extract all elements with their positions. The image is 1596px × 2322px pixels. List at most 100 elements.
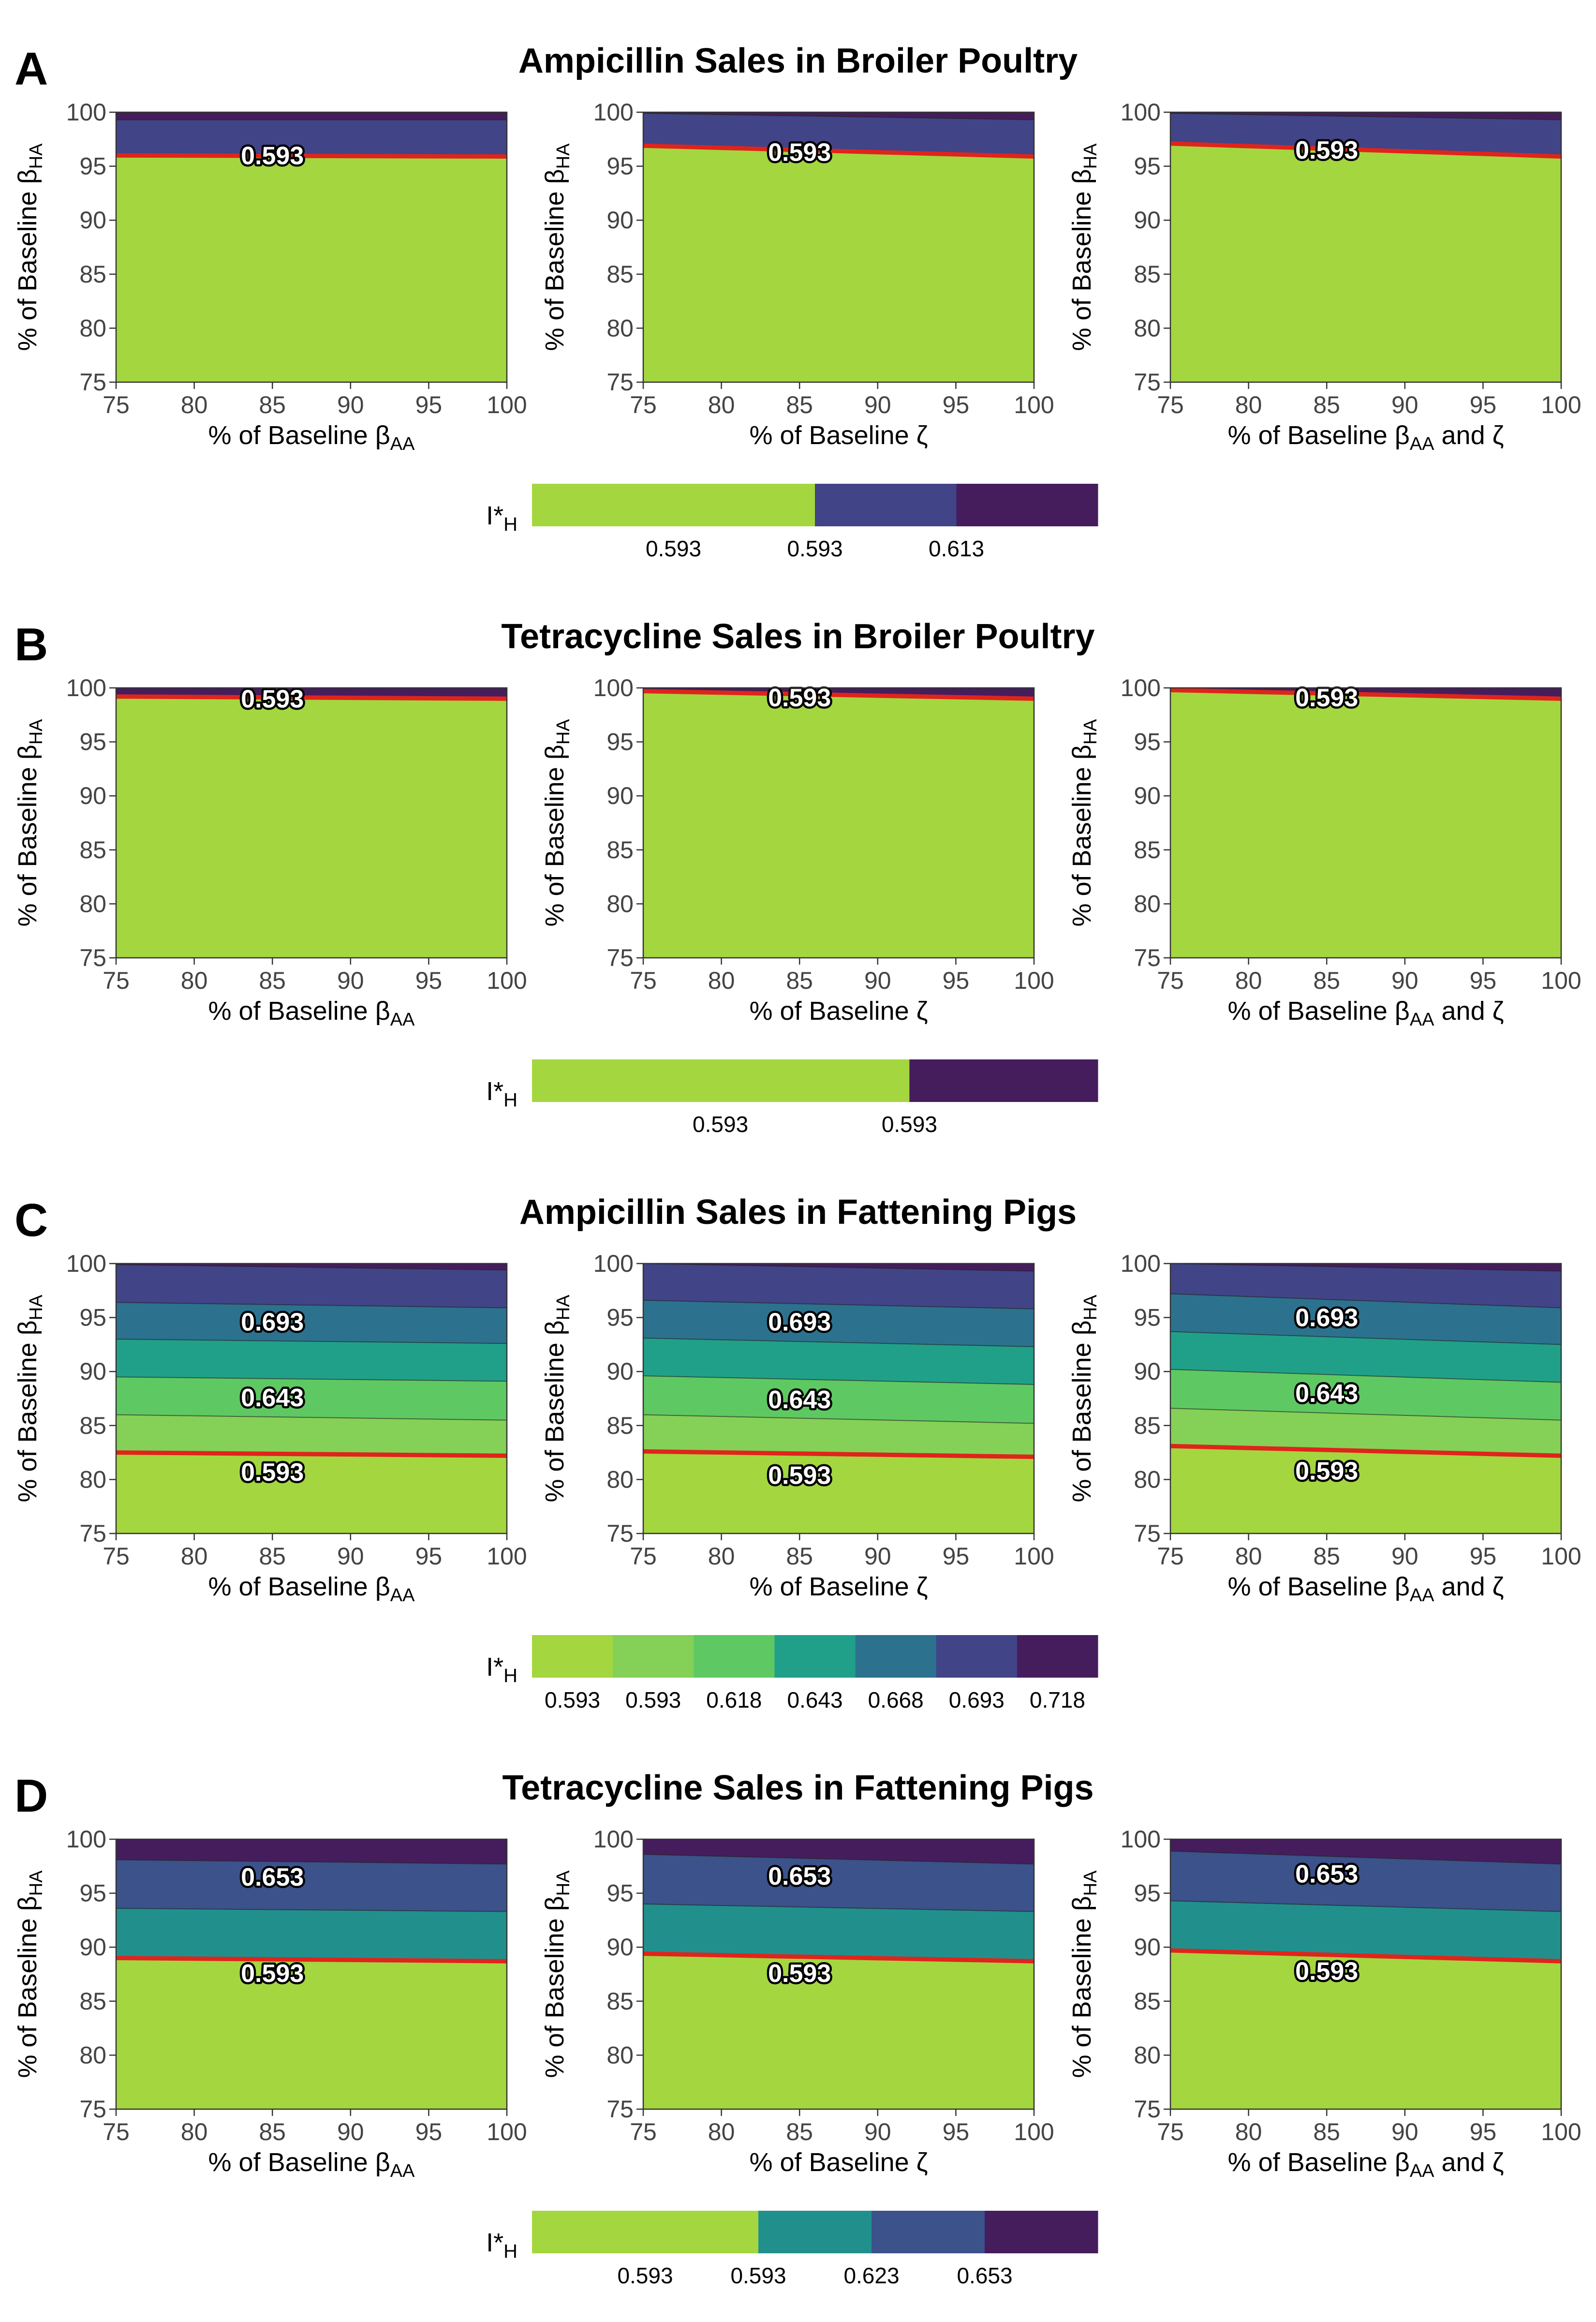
colorbar-swatch [1017,1635,1098,1678]
x-tick-label: 85 [1313,1543,1340,1570]
x-axis-title: % of Baseline ζ [749,997,928,1026]
y-tick-label: 90 [1134,1358,1161,1385]
y-tick-label: 80 [606,1466,634,1493]
panel-letter: A [15,43,48,95]
x-tick-label: 90 [864,1543,891,1570]
contour-label: 0.693 [768,1309,831,1337]
panel-letter: C [15,1194,48,1246]
x-axis-title-main: % of Baseline ζ [749,997,928,1026]
colorbar-label: 0.593 [646,536,701,561]
colorbar-title: I*H [486,1077,517,1111]
x-tick-label: 75 [630,391,657,418]
y-tick-label: 95 [79,1304,106,1331]
contour-label: 0.593 [241,1960,304,1988]
y-tick-label: 80 [79,2041,106,2069]
y-tick-label: 95 [1134,153,1161,180]
x-tick-label: 75 [103,967,130,994]
x-axis-title: % of Baseline βAA and ζ [1228,2148,1504,2181]
y-axis-title: % of Baseline βHA [540,1295,574,1503]
plot-frame [642,111,1035,383]
colorbar-title: I*H [486,501,517,535]
y-tick-label: 85 [79,836,106,863]
plot-frame [1169,1838,1562,2110]
panel-title: Tetracycline Sales in Fattening Pigs [502,1769,1094,1807]
contour-line [116,1376,507,1382]
x-tick-label: 85 [1313,391,1340,418]
x-axis-title: % of Baseline βAA [208,421,415,454]
contour-band [116,155,507,382]
x-tick-label: 80 [181,1543,208,1570]
y-axis-title-sub: HA [26,1870,46,1896]
y-tick-label: 95 [1134,729,1161,756]
x-axis-title-sub: AA [390,2161,415,2181]
x-tick-label: 80 [1235,967,1262,994]
x-axis-title: % of Baseline ζ [749,1572,928,1601]
y-tick-label: 100 [593,1826,634,1853]
y-tick-label: 75 [79,2096,106,2123]
x-tick-label: 100 [487,967,527,994]
contour-plot-area [116,688,507,958]
y-tick-label: 100 [66,1250,106,1277]
contour-subplot: 0.653 0.593 75 80 85 90 95 100 75 80 85 90 95 100 % of… [540,1826,1054,2177]
contour-plot-area [1170,688,1561,958]
threshold-line [116,153,507,159]
y-tick-label: 85 [606,261,634,288]
y-tick-label: 80 [606,314,634,342]
colorbar-swatch [909,1059,1098,1102]
x-axis-title-suffix: and ζ [1434,421,1504,450]
y-axis-title: % of Baseline βHA [13,143,46,351]
contour-plot-area [643,688,1034,958]
y-axis-title-main: % of Baseline β [540,744,569,926]
colorbar-swatch [532,2211,759,2253]
y-axis-title-main: % of Baseline β [1067,1896,1096,2078]
contour-label: 0.593 [241,1459,304,1487]
x-tick-label: 95 [943,1543,970,1570]
x-tick-label: 85 [1313,967,1340,994]
contour-label: 0.593 [768,139,831,167]
colorbar-label: 0.653 [957,2263,1012,2288]
plot-frame [115,111,508,383]
y-tick-label: 80 [1134,1466,1161,1493]
x-tick-label: 80 [181,967,208,994]
contour-label: 0.643 [241,1384,304,1412]
x-tick-label: 100 [1014,2118,1054,2145]
x-tick-label: 75 [103,391,130,418]
x-tick-label: 100 [1541,967,1581,994]
contour-line [1170,1900,1561,1912]
y-tick-label: 100 [66,674,106,701]
threshold-line [1170,1444,1561,1458]
y-tick-label: 90 [79,1358,106,1385]
y-axis-title: % of Baseline βHA [1067,1870,1101,2078]
colorbar-swatch [956,484,1098,526]
x-tick-label: 80 [708,391,735,418]
colorbar-label: 0.593 [617,2263,673,2288]
plot-frame [115,687,508,959]
panel-title: Ampicillin Sales in Broiler Poultry [518,42,1078,80]
x-tick-label: 90 [1391,2118,1419,2145]
y-axis-title-main: % of Baseline β [1067,169,1096,351]
x-tick-label: 90 [337,391,364,418]
x-tick-label: 80 [1235,1543,1262,1570]
contour-line [1170,1293,1561,1309]
y-axis-title-sub: HA [1080,719,1101,744]
x-tick-label: 75 [630,1543,657,1570]
y-tick-label: 100 [593,674,634,701]
contour-plot-area [643,112,1034,382]
y-tick-label: 95 [1134,1304,1161,1331]
colorbar-title-sub: H [503,1665,517,1686]
panel-title: Ampicillin Sales in Fattening Pigs [519,1193,1077,1232]
plot-frame [642,687,1035,959]
contour-line [643,1903,1034,1912]
contour-line [1170,1850,1561,1865]
x-tick-label: 80 [1235,2118,1262,2145]
x-tick-label: 75 [1157,967,1184,994]
x-tick-label: 90 [337,2118,364,2145]
y-axis-title-sub: HA [26,143,46,169]
contour-plot-area [643,1839,1034,2109]
x-tick-label: 100 [1014,1543,1054,1570]
contour-subplot: 0.693 0.643 0.593 75 80 85 90 95 100 75 80 85 90 95 10… [540,1250,1054,1601]
colorbar-swatch [815,484,957,526]
x-tick-label: 100 [487,2118,527,2145]
